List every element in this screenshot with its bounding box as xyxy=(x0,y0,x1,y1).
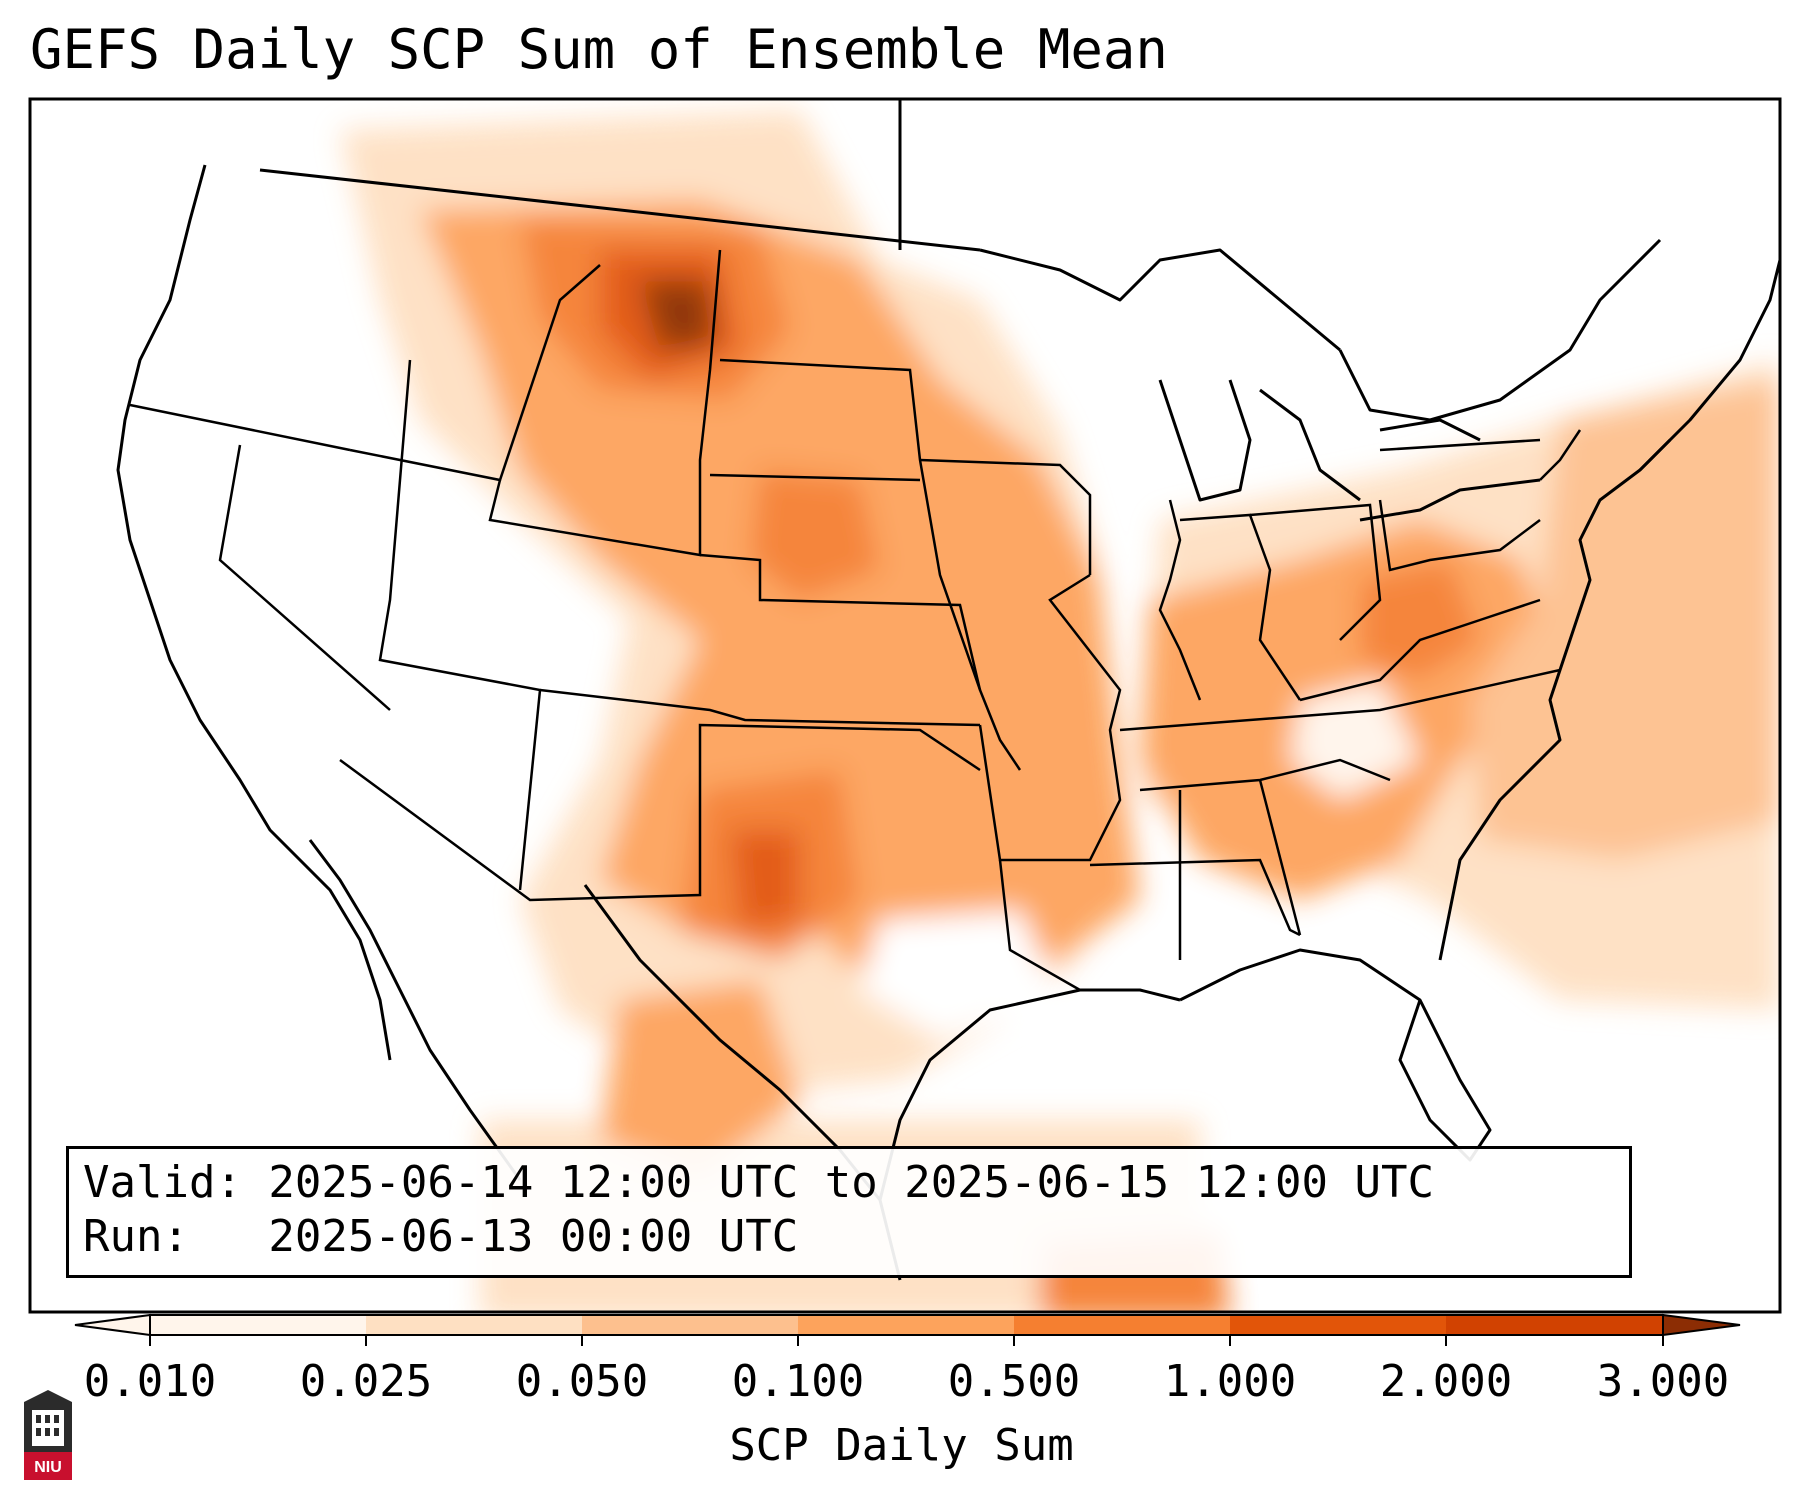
colorbar-seg-6 xyxy=(1446,1315,1663,1335)
colorbar-tick-label: 2.000 xyxy=(1379,1356,1513,1407)
colorbar-seg-5 xyxy=(1230,1315,1446,1335)
page-title: GEFS Daily SCP Sum of Ensemble Mean xyxy=(30,18,1168,81)
info-box: Valid: 2025-06-14 12:00 UTC to 2025-06-1… xyxy=(66,1146,1632,1278)
colorbar-seg-2 xyxy=(582,1315,798,1335)
colorbar-tick-label: 0.500 xyxy=(947,1356,1081,1407)
colorbar-ticks xyxy=(149,1335,1664,1346)
colorbar-tick-label: 0.100 xyxy=(731,1356,865,1407)
logo-text: NIU xyxy=(34,1459,62,1476)
niu-logo-icon: NIU xyxy=(24,1390,72,1480)
colorbar-low-extension xyxy=(74,1313,151,1337)
colorbar xyxy=(74,1313,1741,1346)
colorbar-tick-label: 3.000 xyxy=(1596,1356,1730,1407)
colorbar-tick-label: 0.010 xyxy=(83,1356,217,1407)
colorbar-seg-1 xyxy=(366,1315,582,1335)
colorbar-tick-label: 0.025 xyxy=(299,1356,433,1407)
colorbar-tick-label: 0.050 xyxy=(515,1356,649,1407)
colorbar-label: SCP Daily Sum xyxy=(729,1420,1074,1471)
state-boundaries xyxy=(129,249,1582,992)
colorbar-tick-label: 1.000 xyxy=(1163,1356,1297,1407)
valid-time: Valid: 2025-06-14 12:00 UTC to 2025-06-1… xyxy=(83,1157,1435,1208)
scp-shading xyxy=(340,110,1780,1312)
colorbar-seg-3 xyxy=(798,1315,1014,1335)
colorbar-seg-0 xyxy=(150,1315,366,1335)
run-time: Run: 2025-06-13 00:00 UTC xyxy=(83,1211,799,1262)
colorbar-seg-4 xyxy=(1014,1315,1230,1335)
map-frame xyxy=(28,97,1782,1314)
colorbar-high-extension xyxy=(1662,1313,1741,1337)
colorbar-outline xyxy=(149,1314,1664,1336)
